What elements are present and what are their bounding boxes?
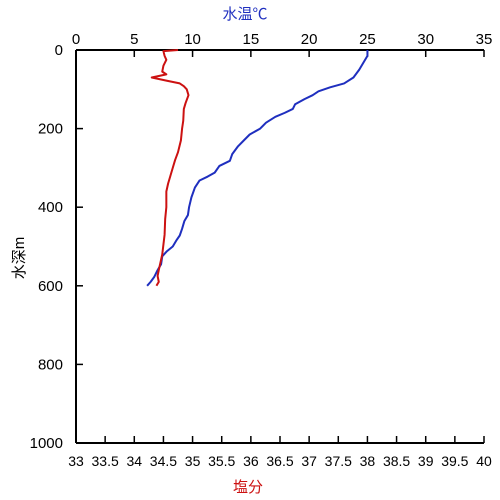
- bottom-tick-label: 38: [360, 453, 376, 469]
- bottom-tick-label: 33.5: [92, 453, 119, 469]
- left-tick-label: 1000: [30, 435, 63, 452]
- bottom-tick-label: 35: [185, 453, 201, 469]
- top-tick-label: 10: [184, 31, 201, 48]
- bottom-tick-label: 37.5: [325, 453, 352, 469]
- top-tick-label: 30: [417, 31, 434, 48]
- left-tick-label: 800: [38, 356, 63, 373]
- bottom-tick-label: 38.5: [383, 453, 410, 469]
- bottom-tick-label: 39.5: [441, 453, 468, 469]
- salinity-series-line: [150, 49, 190, 287]
- series-layer: [146, 49, 369, 287]
- left-tick-label: 400: [38, 199, 63, 216]
- bottom-tick-label: 36: [243, 453, 259, 469]
- top-tick-label: 5: [130, 31, 138, 48]
- left-axis-title: 水深m: [11, 237, 28, 280]
- bottom-tick-label: 40: [476, 453, 492, 469]
- left-tick-label: 200: [38, 121, 63, 138]
- top-tick-label: 0: [72, 31, 80, 48]
- bottom-axis: 33 33.5 34 34.5 35 35.5 36 36.5 37 37.5 38 38.5 39 39…: [68, 436, 492, 469]
- left-tick-label: 0: [55, 42, 63, 59]
- temperature-series-line: [146, 50, 369, 287]
- bottom-axis-title: 塩分: [233, 479, 263, 496]
- bottom-tick-label: 34.5: [150, 453, 177, 469]
- top-tick-label: 25: [359, 31, 376, 48]
- bottom-tick-label: 36.5: [266, 453, 293, 469]
- bottom-tick-label: 34: [126, 453, 142, 469]
- bottom-tick-label: 39: [418, 453, 434, 469]
- top-tick-label: 20: [301, 31, 318, 48]
- left-tick-label: 600: [38, 278, 63, 295]
- bottom-tick-label: 37: [301, 453, 317, 469]
- plot-frame: [75, 49, 484, 444]
- left-axis: 0 200 400 600 800 1000: [30, 42, 83, 452]
- top-tick-label: 15: [243, 31, 260, 48]
- top-axis: 0 5 10 15 20 25 30 35: [72, 31, 493, 57]
- bottom-tick-label: 35.5: [208, 453, 235, 469]
- bottom-tick-label: 33: [68, 453, 84, 469]
- top-axis-title: 水温℃: [222, 6, 267, 23]
- top-tick-label: 35: [476, 31, 493, 48]
